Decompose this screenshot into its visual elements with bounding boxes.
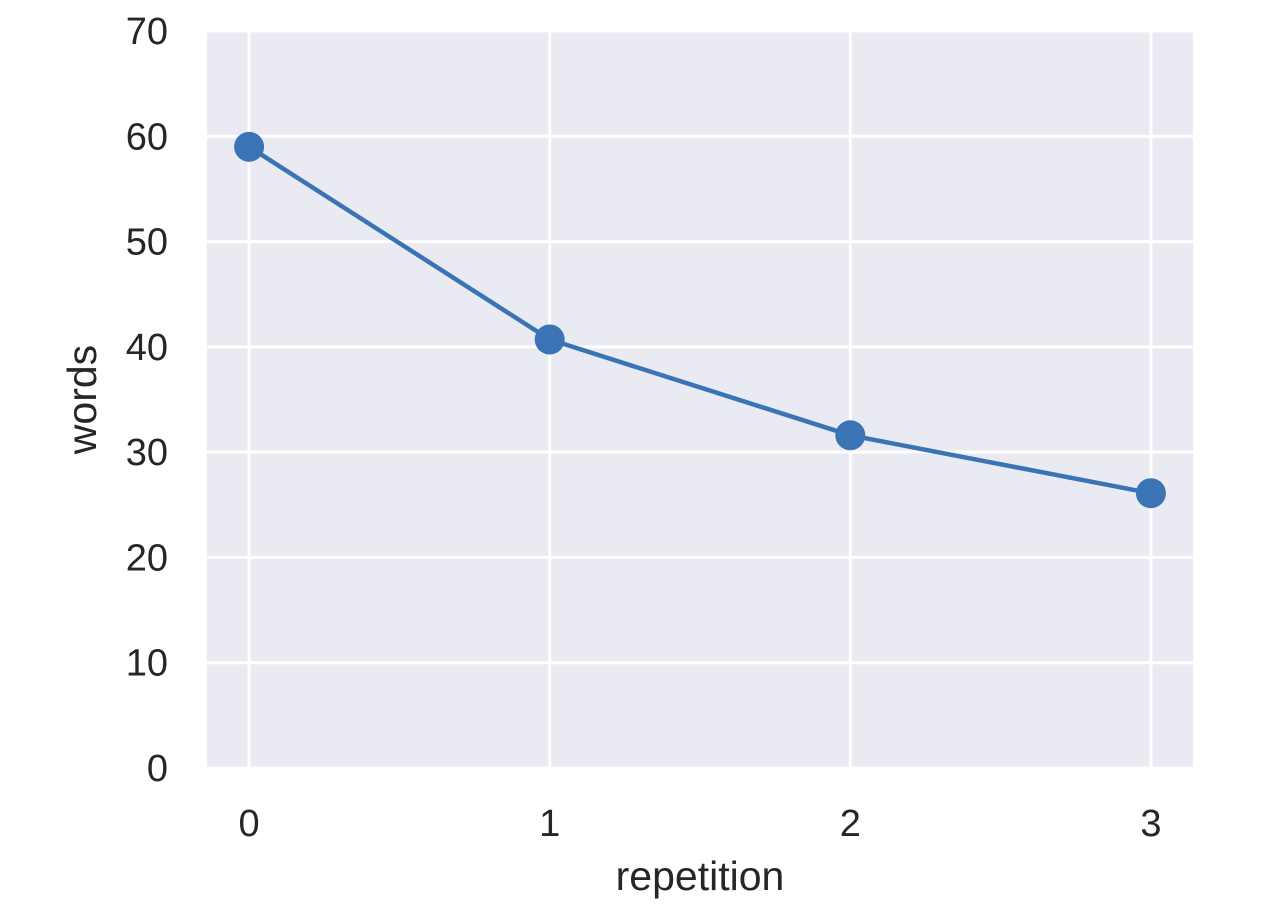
data-point: [534, 324, 565, 355]
data-point: [1135, 478, 1166, 509]
y-tick-label: 40: [126, 327, 168, 369]
y-tick-label: 50: [126, 222, 168, 264]
data-point: [835, 420, 866, 451]
x-tick-label: 0: [239, 803, 260, 845]
series-line: [247, 144, 1152, 496]
y-tick-label: 60: [126, 116, 168, 158]
y-tick-label: 30: [126, 432, 168, 474]
y-tick-labels: 0 10 20 30 40 50 60 70: [126, 11, 168, 790]
x-tick-label: 2: [840, 803, 861, 845]
x-tick-label: 1: [539, 803, 560, 845]
y-tick-label: 70: [126, 11, 168, 53]
x-tick-label: 3: [1140, 803, 1161, 845]
x-axis-label: repetition: [616, 853, 785, 899]
y-tick-label: 20: [126, 537, 168, 579]
series-layer: [234, 131, 1166, 509]
data-point: [234, 131, 265, 162]
grid: [207, 29, 1193, 770]
y-axis-label: words: [59, 345, 105, 455]
y-tick-label: 10: [126, 643, 168, 685]
y-tick-label: 0: [147, 748, 168, 790]
plot-area: [207, 31, 1193, 768]
x-tick-labels: 0 1 2 3: [239, 803, 1162, 845]
